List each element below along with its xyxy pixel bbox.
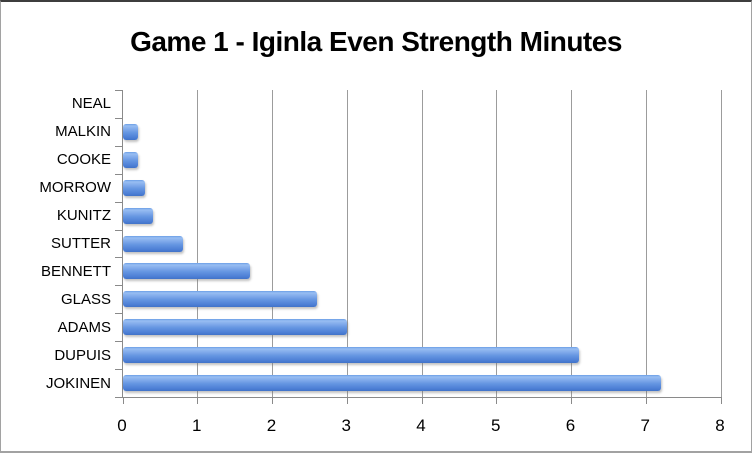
category-label-neal: NEAL xyxy=(71,95,111,113)
bar-malkin xyxy=(123,123,138,140)
x-tick-label-4: 4 xyxy=(416,416,426,435)
chart-title: Game 1 - Iginla Even Strength Minutes xyxy=(130,26,622,57)
x-axis-tick-4 xyxy=(421,397,423,404)
gridline-x-1 xyxy=(197,90,199,397)
gridline-x-5 xyxy=(496,90,498,397)
y-axis-tick xyxy=(115,257,123,258)
category-label-dupuis: DUPUIS xyxy=(54,346,111,364)
plot-area xyxy=(115,90,722,404)
x-axis-tick-2 xyxy=(272,397,273,404)
x-tick-label-0: 0 xyxy=(117,416,127,435)
y-axis-labels: NEAL MALKIN COOKE MORROW KUNITZ SUTTER BENNETT… xyxy=(1,90,111,397)
x-tick-label-6: 6 xyxy=(565,416,576,435)
x-tick-label-2: 2 xyxy=(266,416,277,435)
bar-sutter xyxy=(123,235,183,252)
category-label-bennett: BENNETT xyxy=(40,262,111,280)
bar-cooke xyxy=(123,151,138,168)
gridline-x-8 xyxy=(720,90,722,397)
y-axis-tick xyxy=(115,285,123,286)
bar-bennett xyxy=(123,263,251,280)
bar-kunitz xyxy=(123,207,153,224)
x-tick-label-5: 5 xyxy=(491,416,501,435)
bar-jokinen xyxy=(123,375,662,392)
x-axis-tick-3 xyxy=(346,397,348,404)
y-axis-tick xyxy=(115,397,123,398)
gridline-x-3 xyxy=(346,90,348,397)
x-axis-tick-6 xyxy=(571,397,572,404)
category-label-kunitz: KUNITZ xyxy=(56,207,111,225)
gridline-x-6 xyxy=(571,90,572,397)
category-label-malkin: MALKIN xyxy=(55,123,111,141)
category-label-jokinen: JOKINEN xyxy=(45,374,111,392)
gridline-x-7 xyxy=(645,90,647,397)
gridline-x-2 xyxy=(272,90,273,397)
category-label-sutter: SUTTER xyxy=(51,234,111,252)
x-axis-tick-7 xyxy=(645,397,647,404)
y-axis-tick xyxy=(115,202,123,203)
y-axis-tick xyxy=(115,174,123,175)
category-label-glass: GLASS xyxy=(60,290,111,308)
y-axis-tick xyxy=(115,90,123,91)
y-axis-tick xyxy=(115,146,123,147)
bar-dupuis xyxy=(123,347,579,364)
x-axis-tick-8 xyxy=(720,397,722,404)
category-label-morrow: MORROW xyxy=(39,179,111,197)
category-label-cooke: COOKE xyxy=(56,151,111,169)
x-tick-label-8: 8 xyxy=(715,416,725,435)
x-tick-label-3: 3 xyxy=(341,416,351,435)
x-tick-label-7: 7 xyxy=(640,416,650,435)
y-axis-tick xyxy=(115,341,123,342)
y-axis-tick xyxy=(115,313,123,314)
x-axis-tick-5 xyxy=(496,397,498,404)
bar-adams xyxy=(123,319,348,336)
x-axis-tick-1 xyxy=(197,397,199,404)
y-axis-tick xyxy=(115,369,123,370)
bar-glass xyxy=(123,291,318,308)
x-tick-label-1: 1 xyxy=(192,416,202,435)
bar-morrow xyxy=(123,179,146,196)
y-axis-tick xyxy=(115,230,123,231)
y-axis-tick xyxy=(115,118,123,119)
gridline-x-4 xyxy=(421,90,423,397)
x-axis-tick-0 xyxy=(122,397,124,404)
category-label-adams: ADAMS xyxy=(57,318,111,336)
